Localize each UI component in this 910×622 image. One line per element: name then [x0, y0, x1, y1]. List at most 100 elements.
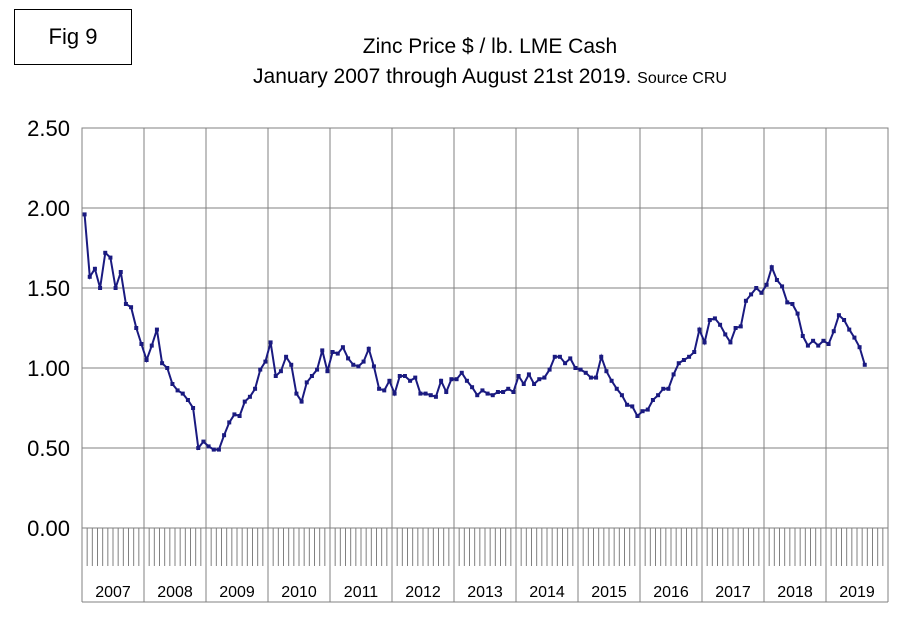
data-point	[237, 414, 242, 418]
data-point	[433, 394, 438, 399]
data-point	[377, 386, 382, 391]
data-point	[676, 361, 681, 366]
data-point	[785, 300, 790, 305]
data-point	[687, 354, 692, 359]
data-point	[98, 286, 103, 290]
data-point	[87, 274, 92, 279]
data-point	[738, 324, 743, 329]
figure-label-box: Fig 9	[14, 9, 132, 65]
data-point	[340, 345, 345, 350]
data-point	[743, 298, 748, 303]
data-point	[712, 316, 717, 321]
data-point	[563, 361, 568, 366]
data-point	[278, 369, 283, 374]
data-point	[547, 367, 552, 372]
data-point	[351, 362, 356, 367]
year-label: 2018	[777, 584, 813, 601]
data-point	[537, 377, 542, 382]
data-point	[330, 350, 335, 354]
data-point	[253, 386, 258, 391]
data-point	[521, 382, 526, 386]
year-label: 2011	[344, 584, 379, 601]
data-point	[847, 327, 852, 332]
data-point	[790, 302, 795, 306]
data-point	[320, 348, 325, 353]
data-point	[511, 390, 516, 394]
data-point	[366, 346, 371, 351]
year-label: 2009	[219, 584, 255, 601]
data-point	[144, 358, 149, 362]
data-point	[444, 390, 449, 394]
y-tick-label: 2.00	[27, 196, 70, 221]
data-point	[408, 378, 413, 383]
data-point	[490, 393, 495, 398]
data-point	[185, 398, 190, 402]
data-point	[635, 414, 640, 418]
data-point	[650, 398, 655, 402]
data-point	[418, 391, 423, 396]
data-point	[614, 386, 619, 391]
data-point	[619, 393, 624, 398]
data-point	[707, 318, 712, 322]
data-point	[718, 322, 723, 327]
chart-subtitle: January 2007 through August 21st 2019. S…	[200, 65, 780, 89]
data-point	[216, 447, 221, 452]
data-point	[604, 369, 609, 374]
data-point	[697, 327, 702, 332]
data-point	[754, 286, 759, 290]
data-point	[583, 370, 588, 375]
data-point	[780, 284, 785, 289]
data-point	[702, 340, 707, 345]
data-point	[681, 358, 686, 362]
data-point	[470, 385, 475, 390]
data-point	[201, 439, 206, 444]
data-point	[387, 378, 392, 383]
data-point	[816, 343, 821, 348]
data-point	[247, 394, 252, 399]
year-label: 2019	[839, 584, 875, 601]
data-point	[842, 318, 847, 322]
data-point	[134, 326, 139, 330]
data-point	[294, 391, 299, 396]
data-point	[149, 343, 154, 348]
data-point	[232, 412, 237, 417]
data-point	[542, 375, 547, 380]
data-point	[423, 391, 428, 396]
year-label: 2016	[653, 584, 689, 601]
data-point	[630, 404, 635, 409]
figure-label: Fig 9	[48, 24, 98, 49]
data-point	[284, 354, 289, 359]
data-point	[671, 372, 676, 377]
data-point	[532, 382, 537, 386]
data-point	[557, 354, 562, 359]
data-point	[170, 382, 175, 386]
data-point	[356, 364, 361, 369]
data-point	[764, 282, 769, 287]
data-point	[640, 409, 645, 414]
data-point	[625, 402, 630, 407]
data-point	[289, 362, 294, 367]
data-point	[552, 354, 557, 359]
data-point	[568, 356, 573, 361]
data-point	[666, 386, 671, 391]
data-point	[346, 356, 351, 361]
source-note: Source CRU	[637, 70, 727, 87]
data-point	[599, 354, 604, 359]
y-tick-label: 2.50	[27, 116, 70, 141]
data-point	[645, 407, 650, 412]
data-point	[774, 278, 779, 282]
data-point	[439, 378, 444, 383]
data-point	[196, 446, 201, 450]
data-point	[82, 212, 87, 217]
data-point	[723, 332, 728, 337]
data-point	[831, 329, 836, 334]
data-point	[795, 311, 800, 316]
data-point	[139, 342, 144, 346]
data-point	[501, 390, 506, 394]
data-point	[826, 342, 831, 346]
data-point	[836, 313, 841, 318]
data-point	[371, 364, 376, 369]
data-point	[258, 367, 263, 372]
data-point	[661, 386, 666, 391]
